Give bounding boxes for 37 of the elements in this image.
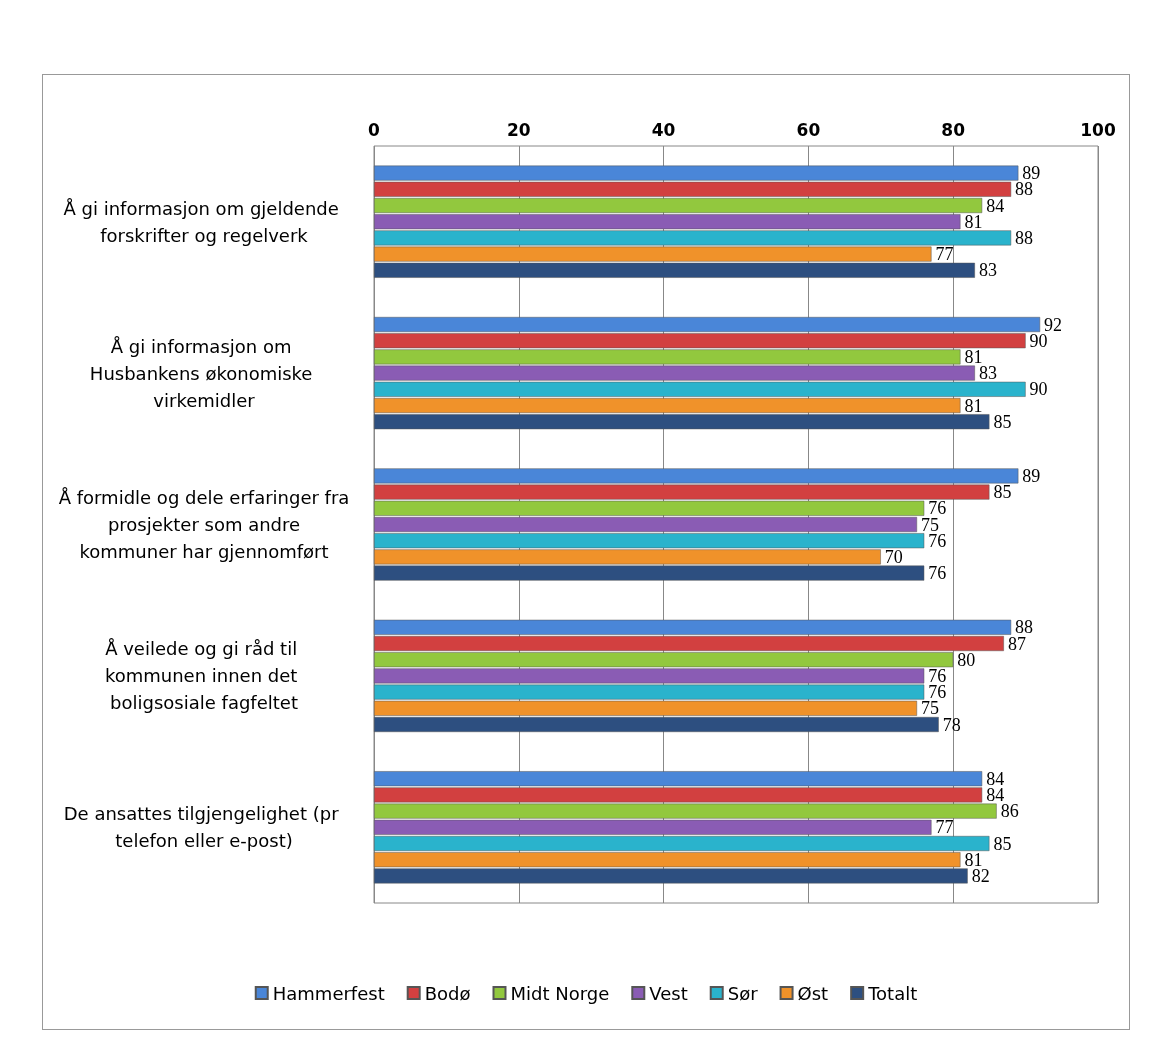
data-label: 77 (935, 817, 954, 838)
legend-label: Hammerfest (272, 982, 385, 1004)
data-label: 76 (928, 563, 947, 584)
data-label: 83 (978, 260, 997, 281)
data-label: 85 (993, 833, 1012, 854)
legend-label: Totalt (867, 982, 918, 1004)
data-label: 85 (993, 482, 1012, 503)
legend-label: Sør (727, 982, 759, 1004)
data-label: 89 (1022, 465, 1041, 486)
legend-label: Vest (649, 982, 688, 1004)
y-tick-label: Å gi informasjon om gjeldende forskrifter og regelverk (63, 197, 345, 246)
x-tick-label: 80 (941, 119, 966, 140)
legend-label: Bodø (424, 982, 471, 1004)
x-tick-label: 100 (1080, 119, 1116, 140)
data-label: 85 (993, 411, 1012, 432)
data-label: 75 (921, 698, 939, 719)
legend-label: Øst (797, 982, 829, 1004)
y-tick-label: Å formidle og dele erfaringer fra prosjekter som andre kommuner har gjennomført (58, 487, 350, 562)
data-label: 84 (986, 195, 1005, 216)
x-tick-label: 60 (796, 119, 821, 140)
x-tick-label: 20 (506, 119, 531, 140)
x-tick-label: 40 (651, 119, 676, 140)
data-label: 90 (1029, 379, 1048, 400)
x-tick-label: 0 (368, 119, 381, 140)
data-label: 78 (942, 714, 961, 735)
y-tick-label: Å gi informasjon om Husbankens økonomiske virkemidler (89, 335, 319, 411)
y-tick-label: De ansattes tilgjengelighet (pr telefon eller e-post) (63, 803, 345, 852)
data-label: 76 (928, 665, 947, 686)
data-label: 88 (1015, 227, 1034, 248)
data-label: 70 (884, 546, 903, 567)
data-label: 77 (935, 244, 954, 265)
y-tick-label: Å veilede og gi råd til kommunen innen det boligsosiale fagfeltet (104, 638, 304, 714)
legend-label: Midt Norge (510, 982, 610, 1004)
data-label: 80 (957, 649, 976, 670)
data-label: 81 (964, 395, 983, 416)
data-label: 81 (964, 211, 983, 232)
data-label: 88 (1015, 179, 1034, 200)
